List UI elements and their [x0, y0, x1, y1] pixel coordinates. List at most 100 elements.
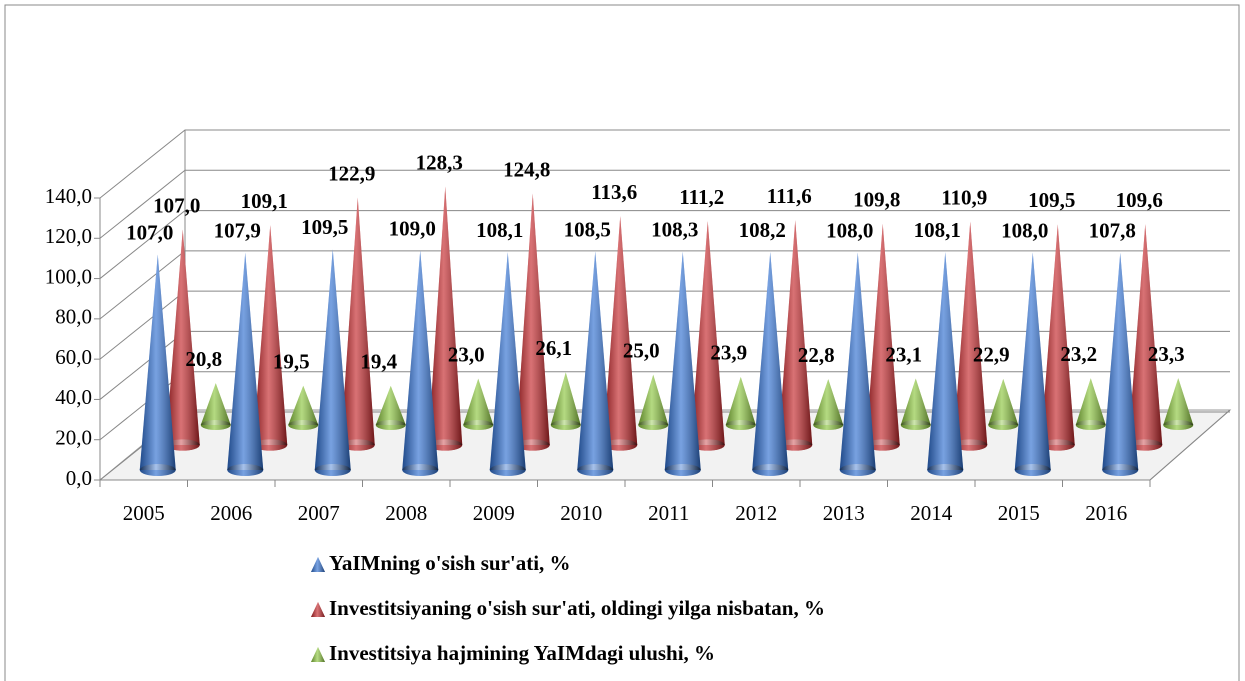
cone-base-shade: [664, 464, 701, 476]
cone: [139, 254, 176, 476]
data-label: 20,8: [185, 347, 222, 371]
cone-base-shade: [550, 420, 581, 430]
cone: [603, 216, 638, 451]
cone-base-shade: [1163, 420, 1194, 430]
cone-base-shade: [288, 420, 319, 430]
cone-base-shade: [577, 464, 614, 476]
cone-base-shade: [900, 420, 931, 430]
cone: [900, 378, 931, 430]
cone-shade: [314, 249, 351, 470]
cone-shade: [165, 229, 200, 445]
cone: [638, 374, 669, 430]
cone-base-shade: [725, 420, 756, 430]
cone: [314, 249, 351, 476]
cone: [375, 385, 406, 430]
data-label: 25,0: [623, 338, 660, 362]
data-label: 111,6: [767, 184, 812, 208]
data-label: 109,1: [241, 189, 288, 213]
x-tick-label: 2013: [823, 501, 865, 525]
data-label: 109,8: [853, 188, 900, 212]
cone-base-shade: [1040, 439, 1075, 451]
data-label: 124,8: [503, 157, 550, 181]
data-label: 108,0: [1001, 218, 1048, 242]
x-tick-label: 2009: [473, 501, 515, 525]
y-tick-label: 60,0: [55, 345, 92, 369]
cone-shade: [577, 251, 614, 470]
legend-label: Investitsiya hajmining YaIMdagi ulushi, …: [329, 641, 715, 665]
x-tick-label: 2011: [648, 501, 689, 525]
y-tick-label: 0,0: [66, 466, 92, 490]
x-tick-label: 2014: [910, 501, 953, 525]
cone-shade: [515, 193, 550, 445]
cone-base-shade: [515, 439, 550, 451]
cone-base-shade: [1014, 464, 1051, 476]
cone-shade: [1128, 224, 1163, 445]
cone-base-shade: [428, 439, 463, 451]
cone-base-shade: [1102, 464, 1139, 476]
cone-shade: [288, 385, 319, 425]
data-label: 26,1: [535, 336, 572, 360]
x-tick-label: 2005: [123, 501, 165, 525]
grid-line: [99, 210, 1230, 279]
data-label: 113,6: [591, 180, 637, 204]
data-label: 108,1: [476, 218, 523, 242]
data-label: 19,5: [273, 350, 310, 374]
cone: [1102, 252, 1139, 476]
cone-base-shade: [988, 420, 1019, 430]
cone-base-shade: [227, 464, 264, 476]
cone-base-shade: [340, 439, 375, 451]
cone-base-shade: [165, 439, 200, 451]
cone-shade: [428, 186, 463, 445]
data-label: 128,3: [416, 150, 463, 174]
cone-shade: [778, 220, 813, 445]
data-label: 109,5: [301, 215, 348, 239]
cone: [577, 251, 614, 476]
legend-marker-shade: [311, 647, 325, 662]
cone: [288, 385, 319, 430]
cone: [227, 252, 264, 476]
cone: [402, 250, 439, 476]
cone-base-shade: [1075, 420, 1106, 430]
data-label: 108,0: [826, 218, 873, 242]
cone: [865, 223, 900, 451]
cone-shade: [200, 383, 231, 425]
cone-shade: [690, 221, 725, 445]
grid-line: [99, 169, 1230, 239]
cone-base-shade: [489, 464, 526, 476]
data-label: 22,9: [973, 343, 1010, 367]
cone-shade: [638, 374, 669, 425]
cone-shade: [839, 252, 876, 470]
data-label: 109,6: [1116, 188, 1163, 212]
grid-line: [99, 129, 1230, 199]
cone: [463, 378, 494, 430]
cone-shade: [603, 216, 638, 445]
cone-base-shade: [813, 420, 844, 430]
data-label: 23,0: [448, 342, 485, 366]
cone-base-shade: [638, 420, 669, 430]
cone: [752, 252, 789, 476]
x-tick-label: 2012: [735, 501, 777, 525]
cone-shade: [1163, 378, 1194, 425]
cone-shade: [1102, 252, 1139, 470]
cone: [1163, 378, 1194, 430]
legend-marker-shade: [311, 557, 325, 572]
data-label: 122,9: [328, 161, 375, 185]
cone: [200, 383, 231, 430]
cone-base-shade: [375, 420, 406, 430]
cone-base-shade: [1128, 439, 1163, 451]
cone-shade: [865, 223, 900, 445]
cone-shade: [813, 379, 844, 425]
cone-base-shade: [139, 464, 176, 476]
data-label: 108,2: [739, 218, 786, 242]
cone: [1040, 224, 1075, 451]
cone-shade: [664, 251, 701, 470]
cone-shade: [550, 372, 581, 425]
y-tick-label: 40,0: [55, 385, 92, 409]
cone-shade: [988, 378, 1019, 425]
cone: [550, 372, 581, 430]
cone-shade: [340, 197, 375, 445]
cone-shade: [752, 252, 789, 470]
data-label: 107,8: [1089, 219, 1136, 243]
cone: [953, 221, 988, 451]
